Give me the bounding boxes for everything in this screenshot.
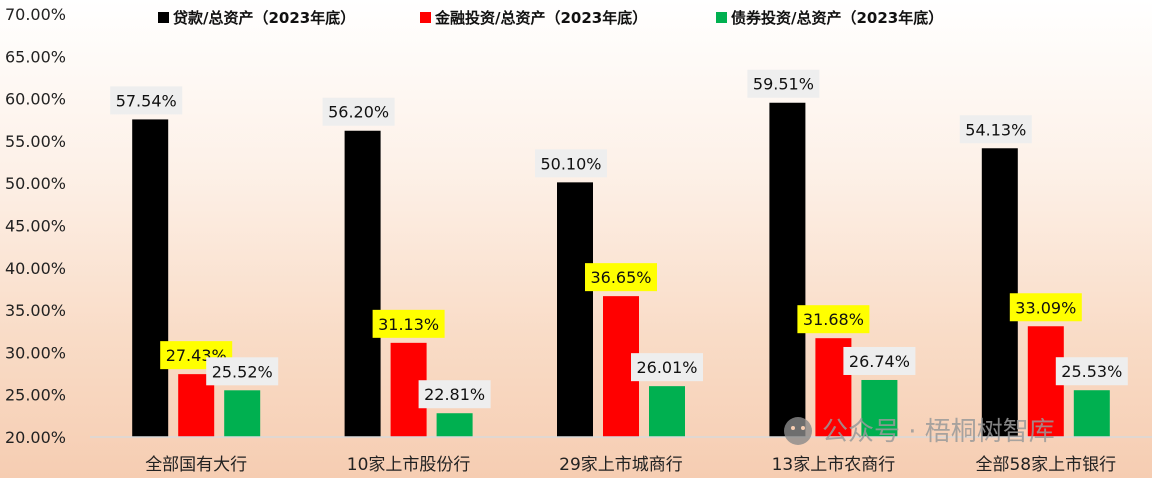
y-tick-label: 25.00% bbox=[5, 386, 66, 405]
bar-series-1 bbox=[557, 182, 593, 437]
data-label-background bbox=[797, 305, 870, 334]
data-label-background bbox=[206, 357, 279, 386]
data-label-background bbox=[747, 69, 820, 98]
y-tick-label: 55.00% bbox=[5, 132, 66, 151]
bar-series-1 bbox=[769, 102, 806, 438]
watermark: 公众号 · 梧桐树智库 bbox=[784, 417, 1055, 447]
bar-series-3 bbox=[436, 413, 473, 437]
legend-label: 金融投资/总资产（2023年底） bbox=[434, 9, 647, 27]
data-label: 22.81% bbox=[424, 385, 485, 404]
bar-series-3 bbox=[861, 379, 898, 437]
bar-series-3 bbox=[649, 386, 685, 437]
y-tick-label: 65.00% bbox=[5, 47, 66, 66]
data-labels: 57.54%27.43%25.52%56.20%31.13%22.81%50.1… bbox=[110, 69, 1128, 409]
wechat-icon bbox=[784, 417, 812, 445]
data-label-background bbox=[1055, 357, 1128, 386]
y-tick-label: 70.00% bbox=[5, 5, 66, 24]
data-label-background bbox=[1009, 293, 1082, 322]
legend-swatch bbox=[158, 12, 169, 23]
data-label: 33.09% bbox=[1015, 298, 1076, 317]
category-label: 13家上市农商行 bbox=[772, 455, 896, 475]
legend-label: 贷款/总资产（2023年底） bbox=[173, 9, 355, 27]
data-label-background bbox=[959, 115, 1032, 144]
category-label: 全部国有大行 bbox=[145, 455, 247, 475]
bar-series-1 bbox=[132, 119, 169, 438]
data-label-background bbox=[110, 86, 183, 115]
y-tick-label: 50.00% bbox=[5, 174, 66, 193]
y-tick-label: 45.00% bbox=[5, 217, 66, 236]
data-label: 36.65% bbox=[590, 268, 651, 287]
category-label: 全部58家上市银行 bbox=[975, 455, 1116, 475]
data-label: 25.52% bbox=[212, 362, 273, 381]
data-label: 54.13% bbox=[965, 120, 1026, 139]
watermark-text: 公众号 · 梧桐树智库 bbox=[822, 417, 1055, 447]
data-label: 31.13% bbox=[378, 315, 439, 334]
data-label: 31.68% bbox=[803, 310, 864, 329]
legend-swatch bbox=[420, 12, 431, 23]
legend-swatch bbox=[716, 12, 727, 23]
bar-series-1 bbox=[981, 148, 1018, 437]
bar-series-1 bbox=[344, 130, 381, 438]
data-label: 59.51% bbox=[753, 75, 814, 94]
legend: 贷款/总资产（2023年底） 金融投资/总资产（2023年底） 债券投资/总资产（2… bbox=[158, 9, 943, 27]
data-label: 56.20% bbox=[328, 103, 389, 122]
data-label-background bbox=[843, 346, 916, 375]
legend-label: 债券投资/总资产（2023年底） bbox=[731, 9, 943, 27]
data-label: 50.10% bbox=[540, 154, 601, 173]
bar-series-3 bbox=[1073, 390, 1110, 437]
data-label: 26.01% bbox=[636, 358, 697, 377]
bar-series-3 bbox=[224, 390, 261, 437]
data-label: 25.53% bbox=[1061, 362, 1122, 381]
data-label-background bbox=[585, 263, 657, 292]
data-label-background bbox=[372, 309, 445, 338]
data-label: 57.54% bbox=[116, 91, 177, 110]
category-label: 10家上市股份行 bbox=[347, 455, 471, 475]
data-label-background bbox=[631, 353, 703, 382]
y-tick-label: 60.00% bbox=[5, 90, 66, 109]
y-axis: 20.00% 25.00% 30.00% 35.00% 40.00% 45.00% 50.0… bbox=[5, 5, 66, 447]
data-label-background bbox=[535, 149, 607, 178]
data-label-background bbox=[418, 380, 491, 409]
y-tick-label: 35.00% bbox=[5, 301, 66, 320]
y-tick-label: 20.00% bbox=[5, 428, 66, 447]
data-label: 26.74% bbox=[849, 352, 910, 371]
category-label: 29家上市城商行 bbox=[559, 455, 683, 475]
x-axis: 全部国有大行 10家上市股份行 29家上市城商行 13家上市农商行 全部58家上市银行 bbox=[90, 436, 1152, 475]
y-tick-label: 30.00% bbox=[5, 343, 66, 362]
data-label-background bbox=[322, 97, 395, 126]
y-tick-label: 40.00% bbox=[5, 259, 66, 278]
